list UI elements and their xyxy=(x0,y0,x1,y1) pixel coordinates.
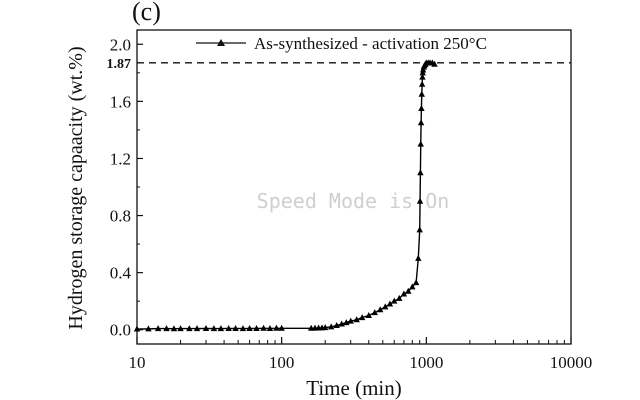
data-point xyxy=(328,323,335,330)
x-tick-label: 10 xyxy=(129,353,146,372)
panel-label: (c) xyxy=(132,0,161,26)
data-point xyxy=(431,60,438,67)
data-point xyxy=(154,325,162,332)
data-point xyxy=(170,325,178,332)
data-point xyxy=(232,324,239,331)
data-point xyxy=(333,321,340,328)
y-tick-label: 2.0 xyxy=(110,35,131,54)
data-point xyxy=(202,324,210,331)
data-point xyxy=(400,290,408,297)
data-point xyxy=(278,324,285,331)
data-point xyxy=(260,324,267,331)
x-tick-label: 100 xyxy=(269,353,295,372)
data-point xyxy=(217,325,225,332)
data-point xyxy=(419,73,426,80)
data-point xyxy=(239,325,247,332)
data-point xyxy=(415,254,422,261)
x-axis-ticks: 10 100 1000 10000 xyxy=(129,337,593,372)
data-point xyxy=(210,325,218,332)
data-point xyxy=(405,287,412,294)
data-point xyxy=(412,279,420,286)
data-point xyxy=(145,325,152,332)
data-point xyxy=(418,105,425,111)
y-tick-label: 0.8 xyxy=(110,207,131,226)
data-point xyxy=(418,80,426,87)
legend: As-synthesized - activation 250°C xyxy=(196,34,487,53)
data-point xyxy=(133,325,141,332)
y-axis-label: Hydrogen storage capaacity (wt.%) xyxy=(65,46,87,329)
y-tick-label: 1.6 xyxy=(110,92,131,111)
legend-marker xyxy=(217,39,225,46)
data-point xyxy=(358,314,366,321)
data-point xyxy=(273,324,280,331)
reference-line-label: 1.87 xyxy=(107,57,132,72)
data-point xyxy=(347,317,354,324)
legend-label: As-synthesized - activation 250°C xyxy=(254,34,487,53)
reference-line-group: 1.87 xyxy=(107,57,571,72)
y-tick-label: 0.0 xyxy=(110,321,131,340)
x-tick-label: 1000 xyxy=(409,353,443,372)
data-point xyxy=(386,300,394,307)
data-point xyxy=(409,283,416,290)
data-point xyxy=(382,303,389,310)
data-point xyxy=(365,311,372,318)
x-axis-label: Time (min) xyxy=(306,376,401,400)
x-tick-label: 10000 xyxy=(550,353,593,372)
plot-frame xyxy=(136,29,572,345)
data-point xyxy=(353,316,360,323)
series-group xyxy=(133,59,438,332)
y-tick-label: 0.4 xyxy=(110,264,132,283)
y-tick-label: 1.2 xyxy=(110,149,131,168)
watermark: Speed Mode is On xyxy=(257,189,450,213)
data-point xyxy=(416,226,423,233)
data-point xyxy=(163,325,170,332)
data-point xyxy=(417,119,425,126)
data-point xyxy=(266,324,274,331)
data-point xyxy=(177,325,184,332)
data-point xyxy=(417,140,424,147)
data-point xyxy=(322,324,329,331)
data-point xyxy=(377,306,384,313)
data-point xyxy=(253,324,260,331)
data-point xyxy=(371,309,378,316)
data-point xyxy=(193,325,201,332)
data-point xyxy=(416,197,424,204)
data-point xyxy=(225,324,232,331)
data-point xyxy=(418,90,425,97)
data-point xyxy=(417,169,424,176)
y-axis-ticks: 0.0 0.4 0.8 1.2 1.6 2.0 xyxy=(110,35,143,340)
data-point xyxy=(391,297,398,304)
data-point xyxy=(186,325,193,332)
data-point xyxy=(246,324,253,331)
data-point xyxy=(396,294,403,301)
